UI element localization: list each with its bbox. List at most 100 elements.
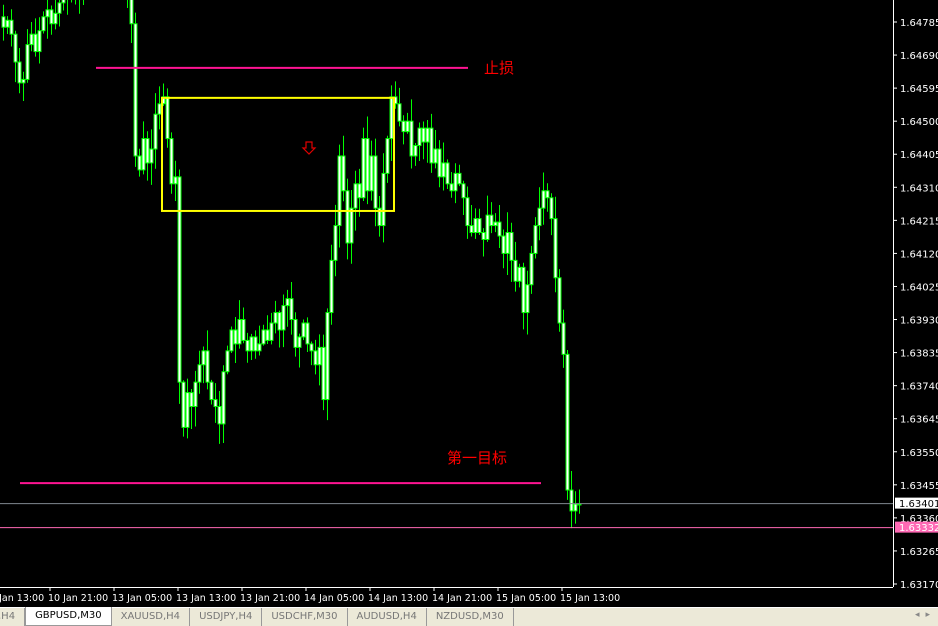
candle-body bbox=[21, 78, 26, 84]
candle-body bbox=[37, 30, 42, 53]
candle-body bbox=[237, 319, 242, 345]
candle-body bbox=[425, 127, 430, 143]
ask-price-label: 1.63332 bbox=[899, 523, 938, 534]
candle-body bbox=[9, 19, 14, 35]
price-tick-label: 1.64310 bbox=[900, 183, 938, 194]
candle-body bbox=[269, 322, 274, 341]
tab-nzdusd-m30[interactable]: NZDUSD,M30 bbox=[427, 608, 514, 626]
candle-body bbox=[149, 148, 154, 164]
ask-price-badge bbox=[895, 521, 938, 533]
time-tick-label: 14 Jan 05:00 bbox=[304, 593, 364, 604]
scroll-left-icon[interactable]: ◂ bbox=[914, 610, 920, 620]
candle-body bbox=[513, 259, 518, 282]
tab-usdjpy-h4[interactable]: USDJPY,H4 bbox=[190, 608, 263, 626]
time-tick-label: 10 Jan 21:00 bbox=[48, 593, 108, 604]
price-tick-label: 1.64500 bbox=[900, 117, 938, 128]
price-tick-label: 1.63645 bbox=[900, 415, 938, 426]
time-tick-label: 14 Jan 21:00 bbox=[432, 593, 492, 604]
candle-body bbox=[569, 489, 574, 512]
candle-body bbox=[497, 221, 502, 237]
candle-body bbox=[333, 225, 338, 261]
candle-body bbox=[289, 298, 294, 321]
candle-body bbox=[397, 103, 402, 122]
tab-audusd-h4[interactable]: AUDUSD,H4 bbox=[348, 608, 427, 626]
bid-price-label: 1.63401 bbox=[899, 499, 938, 510]
chart-tab-bar: ,H4 GBPUSD,M30 XAUUSD,H4 USDJPY,H4 USDCH… bbox=[0, 607, 938, 626]
candle-body bbox=[521, 266, 526, 314]
tab-chart-0[interactable]: ,H4 bbox=[0, 608, 26, 626]
candle-body bbox=[313, 350, 318, 366]
candle-body bbox=[301, 322, 306, 338]
candle-body bbox=[61, 0, 66, 4]
candle-body bbox=[561, 322, 566, 355]
candle-body bbox=[197, 364, 202, 383]
candle-body bbox=[229, 329, 234, 352]
candle-body bbox=[133, 23, 138, 157]
tab-usdchf-m30[interactable]: USDCHF,M30 bbox=[262, 608, 348, 626]
candle-body bbox=[297, 336, 302, 348]
candle-body bbox=[189, 392, 194, 408]
candle-body bbox=[449, 183, 454, 192]
candle-body bbox=[533, 225, 538, 254]
candle-body bbox=[209, 381, 214, 401]
candle-body bbox=[529, 252, 534, 286]
candle-body bbox=[49, 9, 54, 25]
candle-body bbox=[29, 33, 34, 46]
candle-body bbox=[173, 176, 178, 185]
candle-body bbox=[445, 162, 450, 185]
candle-body bbox=[181, 381, 186, 428]
candle-body bbox=[293, 319, 298, 348]
candle-body bbox=[257, 343, 262, 352]
tab-gbpusd-m30[interactable]: GBPUSD,M30 bbox=[25, 607, 112, 626]
candle-body bbox=[341, 155, 346, 192]
candle-body bbox=[285, 298, 290, 307]
candle-body bbox=[1, 16, 6, 28]
time-tick-label: 13 Jan 13:00 bbox=[176, 593, 236, 604]
stop-loss-label: 止损 bbox=[484, 59, 514, 77]
price-tick-label: 1.63360 bbox=[900, 514, 938, 525]
candle-body bbox=[345, 190, 350, 244]
time-tick-label: 14 Jan 13:00 bbox=[368, 593, 428, 604]
candle-body bbox=[541, 190, 546, 209]
candle-body bbox=[409, 120, 414, 157]
candle-body bbox=[177, 176, 182, 383]
candle-body bbox=[13, 33, 18, 63]
time-tick-label: 13 Jan 05:00 bbox=[112, 593, 172, 604]
candle-body bbox=[413, 145, 418, 157]
candle-body bbox=[417, 127, 422, 147]
tab-xauusd-h4[interactable]: XAUUSD,H4 bbox=[112, 608, 191, 626]
candle-body bbox=[233, 329, 238, 345]
candle-body bbox=[241, 319, 246, 341]
candle-body bbox=[369, 155, 374, 192]
candle-body bbox=[205, 350, 210, 383]
price-tick-label: 1.64025 bbox=[900, 282, 938, 293]
time-tick-label: 10 Jan 13:00 bbox=[0, 593, 44, 604]
bid-price-badge bbox=[895, 497, 938, 509]
scroll-right-icon[interactable]: ▸ bbox=[925, 610, 930, 620]
candle-body bbox=[57, 2, 62, 14]
price-tick-label: 1.63550 bbox=[900, 448, 938, 459]
candle-body bbox=[545, 190, 550, 199]
candle-body bbox=[305, 322, 310, 345]
candle-body bbox=[353, 183, 358, 209]
price-tick-label: 1.63455 bbox=[900, 481, 938, 492]
candle-body bbox=[437, 148, 442, 178]
candle-body bbox=[281, 305, 286, 331]
candle-body bbox=[433, 148, 438, 164]
candle-body bbox=[465, 197, 470, 227]
price-tick-label: 1.63170 bbox=[900, 580, 938, 591]
candle-body bbox=[245, 339, 250, 352]
candle-body bbox=[525, 284, 530, 314]
candle-body bbox=[501, 235, 506, 254]
candle-body bbox=[317, 346, 322, 366]
candle-body bbox=[385, 138, 390, 174]
candle-body bbox=[573, 503, 578, 512]
candle-body bbox=[325, 312, 330, 401]
candle-body bbox=[537, 207, 542, 227]
time-tick-label: 15 Jan 13:00 bbox=[560, 593, 620, 604]
target-label: 第一目标 bbox=[447, 449, 507, 467]
candle-body bbox=[429, 127, 434, 164]
candle-body bbox=[473, 218, 478, 234]
time-tick-label: 15 Jan 05:00 bbox=[496, 593, 556, 604]
